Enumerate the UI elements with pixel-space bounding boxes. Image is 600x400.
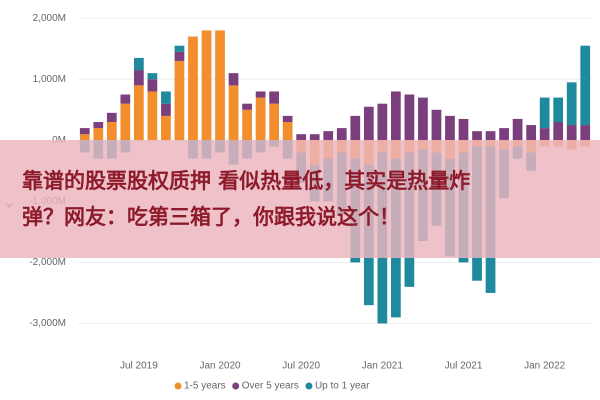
bar-segment [269, 91, 280, 104]
bar-segment [106, 112, 117, 122]
bar-segment [539, 128, 550, 141]
bar-segment [472, 131, 482, 141]
bar-segment [201, 30, 212, 141]
bar-segment [147, 79, 158, 92]
legend-label: Over 5 years [242, 381, 299, 392]
bar-segment [228, 85, 239, 141]
bar-segment [120, 94, 131, 104]
bar-segment [188, 36, 198, 141]
legend-marker [174, 382, 182, 390]
bar-segment [255, 91, 266, 98]
bar-segment [580, 125, 591, 141]
banner: 靠谱的股票股权质押 看似热量低，其实是热量炸 弹？网友：吃第三箱了，你跟我说这个… [0, 140, 600, 258]
bar-segment [133, 70, 144, 86]
bar-segment [526, 125, 537, 141]
y-tick-label: -2,000M [29, 257, 66, 268]
bar-segment [228, 73, 239, 86]
bar-segment [161, 103, 171, 116]
bar-segment [539, 97, 550, 129]
bar-segment [106, 122, 117, 141]
bar-segment [282, 115, 293, 122]
bar-segment [323, 131, 334, 141]
bar-segment [431, 109, 442, 141]
bar-segment [499, 128, 509, 141]
legend-label: 1-5 years [184, 381, 226, 392]
bar-segment [255, 97, 266, 141]
bar-segment [242, 109, 252, 141]
bar-segment [93, 122, 104, 129]
y-tick-label: 2,000M [33, 13, 66, 24]
x-tick-label: Jan 2022 [524, 361, 566, 372]
bar-segment [147, 91, 158, 141]
legend-label: Up to 1 year [315, 381, 370, 392]
bar-segment [174, 51, 185, 61]
bar-segment [350, 115, 361, 141]
banner-line: 弹？网友：吃第三箱了，你跟我说这个！ [22, 205, 400, 229]
legend-marker [305, 382, 313, 390]
bar-segment [390, 91, 401, 141]
bar-segment [215, 30, 225, 141]
bar-segment [174, 45, 185, 52]
y-tick-label: 1,000M [33, 74, 66, 85]
x-tick-label: Jul 2021 [445, 361, 483, 372]
bar-segment [445, 115, 455, 141]
bar-segment [418, 97, 428, 141]
banner-line: 靠谱的股票股权质押 看似热量低，其实是热量炸 [22, 169, 471, 193]
bar-segment [566, 125, 577, 141]
bar-segment [242, 103, 252, 110]
bar-segment [282, 122, 293, 141]
bar-segment [566, 82, 577, 126]
bar-segment [553, 97, 564, 122]
x-tick-label: Jan 2021 [362, 361, 404, 372]
bar-segment [79, 134, 90, 141]
x-tick-label: Jul 2020 [282, 361, 320, 372]
bar-segment [147, 73, 158, 80]
bar-segment [120, 103, 131, 141]
bar-segment [133, 85, 144, 141]
bar-segment [269, 103, 280, 141]
x-tick-label: Jul 2019 [120, 361, 158, 372]
bar-segment [79, 128, 90, 135]
bar-segment [580, 45, 591, 126]
legend-marker [232, 382, 240, 390]
bar-segment [174, 60, 185, 141]
bar-segment [296, 134, 307, 141]
y-tick-label: -3,000M [29, 318, 66, 329]
bar-segment [553, 122, 564, 141]
bar-segment [161, 115, 171, 141]
bar-segment [363, 106, 374, 141]
bar-segment [377, 103, 388, 141]
bar-segment [161, 91, 171, 104]
bar-segment [404, 94, 415, 141]
bar-segment [336, 128, 347, 141]
bar-segment [309, 134, 320, 141]
bar-segment [133, 57, 144, 71]
x-tick-label: Jan 2020 [199, 361, 241, 372]
bar-segment [93, 128, 104, 141]
bar-segment [512, 118, 523, 141]
bar-segment [485, 131, 496, 141]
bar-segment [458, 118, 469, 141]
